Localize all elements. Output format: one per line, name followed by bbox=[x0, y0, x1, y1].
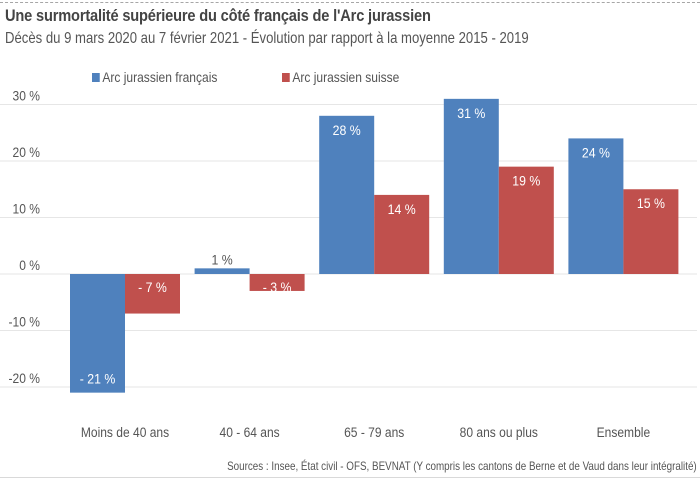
x-tick-label: 65 - 79 ans bbox=[344, 424, 405, 440]
bar-french bbox=[443, 98, 499, 274]
y-tick-label: 0 % bbox=[19, 257, 40, 273]
bottom-divider bbox=[0, 477, 700, 478]
data-label: - 3 % bbox=[263, 279, 292, 295]
legend-swatch-swiss bbox=[282, 73, 290, 82]
data-label: 31 % bbox=[457, 105, 485, 121]
y-tick-label: 20 % bbox=[13, 144, 41, 160]
data-label: 14 % bbox=[388, 201, 416, 217]
chart-title: Une surmortalité supérieure du côté fran… bbox=[5, 6, 431, 25]
bar-swiss bbox=[623, 189, 679, 274]
y-tick-label: 30 % bbox=[13, 88, 41, 104]
x-tick-label: Moins de 40 ans bbox=[81, 424, 170, 440]
bar-swiss bbox=[498, 166, 554, 274]
bar-french bbox=[194, 268, 250, 274]
legend-label-swiss: Arc jurassien suisse bbox=[292, 69, 400, 85]
chart-subtitle: Décès du 9 mars 2020 au 7 février 2021 -… bbox=[5, 30, 529, 47]
bar-french bbox=[70, 274, 125, 393]
bar-swiss bbox=[125, 274, 180, 314]
data-label: 28 % bbox=[333, 122, 361, 138]
data-label: 1 % bbox=[211, 252, 232, 268]
bar-french bbox=[568, 138, 624, 274]
data-label: 19 % bbox=[512, 173, 540, 189]
data-label: - 21 % bbox=[80, 371, 116, 387]
data-label: 15 % bbox=[637, 196, 665, 212]
legend-item-french: Arc jurassien français bbox=[92, 69, 217, 85]
source-note: Sources : Insee, État civil - OFS, BEVNA… bbox=[227, 459, 697, 473]
top-dashed-divider bbox=[0, 2, 700, 3]
bar-swiss bbox=[249, 274, 305, 291]
y-tick-label: 10 % bbox=[13, 201, 41, 217]
y-tick-label: -10 % bbox=[9, 314, 41, 330]
bar-french bbox=[319, 115, 375, 274]
bar-swiss bbox=[374, 194, 430, 274]
legend-label-french: Arc jurassien français bbox=[102, 69, 218, 85]
x-tick-label: Ensemble bbox=[597, 424, 651, 440]
x-tick-label: 80 ans ou plus bbox=[460, 424, 539, 440]
legend-swatch-french bbox=[92, 73, 100, 82]
legend-item-swiss: Arc jurassien suisse bbox=[282, 69, 399, 85]
data-label: - 7 % bbox=[138, 279, 167, 295]
y-tick-label: -20 % bbox=[9, 370, 41, 386]
x-tick-label: 40 - 64 ans bbox=[220, 424, 281, 440]
data-label: 24 % bbox=[582, 145, 610, 161]
